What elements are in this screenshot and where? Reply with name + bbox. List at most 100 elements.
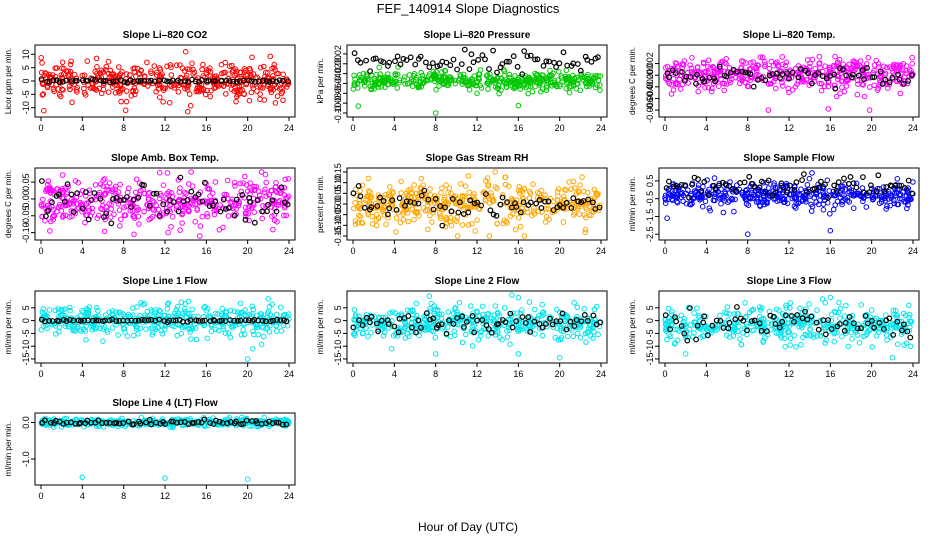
outlier-point bbox=[184, 108, 191, 115]
data-point bbox=[674, 326, 680, 333]
data-point bbox=[803, 306, 809, 312]
data-point bbox=[115, 189, 122, 195]
black-series-point bbox=[413, 329, 419, 336]
data-point bbox=[410, 83, 416, 89]
black-series-point bbox=[479, 317, 486, 323]
data-point bbox=[525, 323, 532, 330]
data-point bbox=[854, 91, 861, 98]
data-point bbox=[504, 328, 510, 334]
black-series-point bbox=[412, 61, 419, 68]
black-series-point bbox=[50, 77, 57, 83]
y-tick-label: -0.15 bbox=[333, 226, 343, 247]
x-tick-label: 0 bbox=[38, 123, 43, 133]
data-point bbox=[893, 311, 899, 318]
black-series-point bbox=[909, 190, 916, 197]
data-point bbox=[109, 188, 115, 195]
black-series-point bbox=[284, 201, 291, 208]
data-point bbox=[897, 191, 904, 198]
data-point bbox=[457, 72, 463, 78]
data-point bbox=[583, 214, 589, 221]
scatter-points bbox=[662, 53, 916, 113]
data-point bbox=[909, 60, 916, 67]
data-point bbox=[272, 184, 279, 191]
data-point bbox=[179, 220, 185, 226]
data-point bbox=[832, 202, 839, 208]
data-point bbox=[89, 84, 95, 91]
data-point bbox=[834, 73, 841, 79]
data-point bbox=[594, 191, 600, 197]
data-point bbox=[711, 193, 718, 200]
y-tick-label: -2.5 bbox=[645, 226, 655, 242]
black-series-point bbox=[89, 317, 96, 324]
black-series-point bbox=[39, 316, 45, 323]
data-point bbox=[452, 306, 458, 312]
data-point bbox=[856, 340, 863, 346]
data-point bbox=[698, 193, 705, 200]
data-point bbox=[206, 313, 212, 320]
data-point bbox=[563, 85, 570, 92]
data-point bbox=[520, 208, 527, 215]
outlier-point bbox=[432, 110, 439, 116]
data-point bbox=[739, 74, 745, 81]
black-series-point bbox=[233, 196, 240, 203]
black-series-point bbox=[556, 60, 563, 67]
data-point bbox=[97, 70, 104, 76]
x-tick-label: 20 bbox=[555, 369, 565, 379]
outlier-point bbox=[556, 354, 563, 361]
data-point bbox=[498, 87, 504, 93]
data-point bbox=[153, 72, 160, 78]
data-point bbox=[205, 67, 212, 74]
data-point bbox=[83, 193, 89, 199]
data-point bbox=[352, 199, 358, 206]
data-point bbox=[121, 212, 128, 218]
data-point bbox=[694, 305, 700, 312]
data-point bbox=[804, 182, 811, 188]
data-point bbox=[726, 334, 733, 340]
data-point bbox=[263, 179, 270, 186]
data-point bbox=[662, 195, 668, 201]
black-series-point bbox=[368, 204, 375, 211]
data-point bbox=[787, 335, 794, 342]
data-point bbox=[501, 322, 508, 329]
data-point bbox=[397, 77, 403, 83]
data-point bbox=[901, 342, 907, 348]
y-tick-label: 0.05 bbox=[21, 173, 31, 191]
data-point bbox=[260, 63, 267, 70]
black-series-point bbox=[776, 324, 783, 331]
black-series-point bbox=[575, 198, 581, 205]
data-point bbox=[555, 193, 561, 199]
data-point bbox=[61, 306, 68, 312]
data-point bbox=[570, 333, 577, 340]
data-point bbox=[758, 196, 764, 202]
data-point bbox=[50, 86, 57, 93]
data-point bbox=[98, 67, 105, 74]
black-series-point bbox=[363, 314, 370, 321]
black-series-point bbox=[135, 194, 142, 201]
data-point bbox=[753, 65, 759, 72]
data-point bbox=[53, 65, 60, 71]
x-tick-label: 12 bbox=[472, 246, 482, 256]
data-point bbox=[678, 312, 685, 319]
data-point bbox=[162, 326, 168, 332]
data-point bbox=[492, 184, 499, 190]
x-tick-label: 0 bbox=[350, 246, 355, 256]
data-point bbox=[577, 325, 583, 331]
data-point bbox=[556, 69, 562, 75]
data-point bbox=[894, 312, 901, 319]
data-point bbox=[771, 180, 777, 186]
black-series-point bbox=[742, 69, 749, 76]
data-point bbox=[404, 331, 411, 337]
data-point bbox=[79, 203, 86, 209]
data-point bbox=[248, 187, 255, 193]
data-point bbox=[726, 77, 733, 84]
black-series-point bbox=[248, 78, 255, 84]
data-point bbox=[881, 63, 887, 70]
data-point bbox=[354, 204, 361, 211]
data-point bbox=[550, 70, 556, 77]
data-point bbox=[820, 207, 827, 213]
data-point bbox=[439, 311, 445, 318]
data-point bbox=[251, 187, 258, 194]
black-series-point bbox=[201, 317, 208, 324]
data-point bbox=[81, 72, 88, 78]
data-point bbox=[351, 82, 357, 88]
